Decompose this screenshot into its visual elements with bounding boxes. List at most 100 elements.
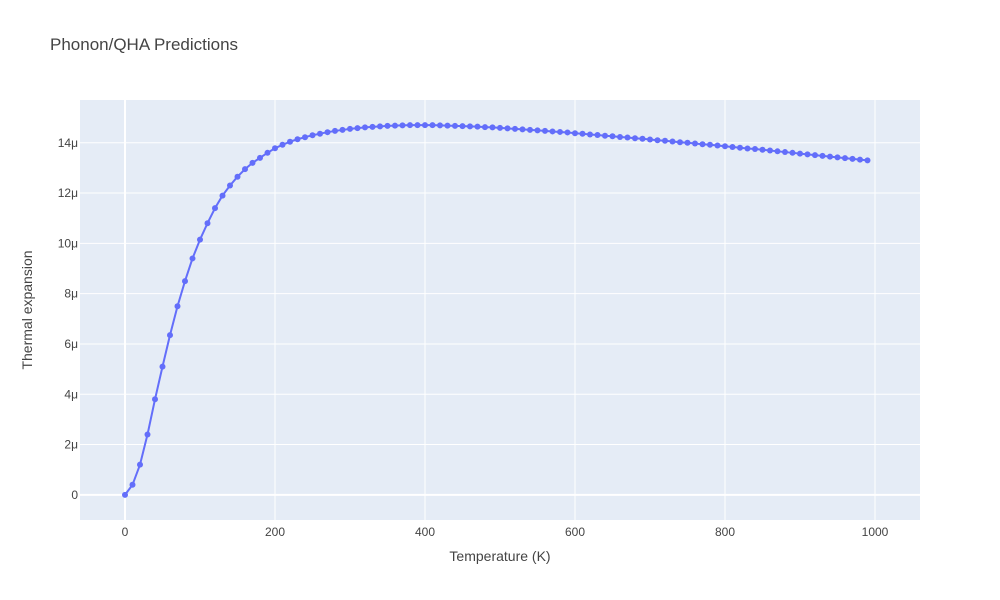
data-point[interactable] bbox=[602, 132, 608, 139]
data-point[interactable] bbox=[482, 124, 488, 131]
data-point[interactable] bbox=[639, 135, 646, 142]
data-point[interactable] bbox=[834, 154, 841, 161]
data-point[interactable] bbox=[647, 136, 653, 143]
data-point[interactable] bbox=[714, 142, 721, 149]
data-point[interactable] bbox=[797, 150, 803, 157]
data-point[interactable] bbox=[474, 123, 481, 130]
data-point[interactable] bbox=[864, 157, 871, 164]
data-point[interactable] bbox=[542, 127, 548, 134]
data-point[interactable] bbox=[534, 127, 541, 134]
data-point[interactable] bbox=[144, 431, 151, 438]
data-point[interactable] bbox=[594, 131, 601, 138]
data-point[interactable] bbox=[737, 144, 743, 151]
data-point[interactable] bbox=[189, 255, 196, 262]
data-point[interactable] bbox=[684, 139, 691, 146]
data-point[interactable] bbox=[287, 138, 293, 145]
data-point[interactable] bbox=[857, 156, 863, 163]
data-point[interactable] bbox=[662, 137, 668, 144]
data-point[interactable] bbox=[137, 461, 143, 468]
data-point[interactable] bbox=[212, 205, 218, 212]
data-point[interactable] bbox=[774, 148, 781, 155]
data-point[interactable] bbox=[519, 126, 526, 133]
data-point[interactable] bbox=[219, 192, 226, 199]
data-point[interactable] bbox=[422, 122, 428, 129]
data-point[interactable] bbox=[557, 128, 563, 135]
data-point[interactable] bbox=[362, 124, 368, 131]
data-point[interactable] bbox=[122, 491, 128, 498]
data-point[interactable] bbox=[167, 332, 173, 339]
data-point[interactable] bbox=[489, 124, 496, 131]
data-point[interactable] bbox=[437, 122, 443, 129]
data-point[interactable] bbox=[752, 146, 758, 153]
data-point[interactable] bbox=[579, 130, 586, 137]
data-point[interactable] bbox=[272, 145, 278, 152]
data-point[interactable] bbox=[677, 139, 683, 146]
data-point[interactable] bbox=[414, 122, 421, 129]
data-point[interactable] bbox=[249, 159, 256, 166]
data-point[interactable] bbox=[452, 122, 458, 129]
data-point[interactable] bbox=[429, 122, 436, 129]
data-point[interactable] bbox=[467, 123, 473, 130]
data-point[interactable] bbox=[722, 143, 728, 150]
data-point[interactable] bbox=[242, 166, 248, 173]
data-point[interactable] bbox=[129, 481, 136, 488]
data-point[interactable] bbox=[707, 141, 713, 148]
data-point[interactable] bbox=[729, 144, 736, 151]
data-point[interactable] bbox=[264, 149, 271, 156]
data-point[interactable] bbox=[842, 155, 848, 162]
data-point[interactable] bbox=[227, 182, 233, 189]
data-point[interactable] bbox=[324, 129, 331, 136]
data-point[interactable] bbox=[527, 126, 533, 133]
data-point[interactable] bbox=[497, 124, 503, 131]
data-point[interactable] bbox=[549, 128, 556, 135]
data-point[interactable] bbox=[234, 173, 241, 180]
data-point[interactable] bbox=[699, 141, 706, 148]
data-point[interactable] bbox=[782, 149, 788, 156]
data-point[interactable] bbox=[257, 154, 263, 161]
data-point[interactable] bbox=[279, 141, 286, 148]
data-point[interactable] bbox=[444, 122, 451, 129]
data-point[interactable] bbox=[182, 278, 188, 285]
data-point[interactable] bbox=[377, 123, 383, 130]
data-point[interactable] bbox=[332, 127, 338, 134]
data-point[interactable] bbox=[624, 134, 631, 141]
data-point[interactable] bbox=[572, 130, 578, 137]
data-point[interactable] bbox=[609, 133, 616, 140]
data-point[interactable] bbox=[654, 137, 661, 144]
data-point[interactable] bbox=[804, 151, 811, 158]
data-point[interactable] bbox=[309, 132, 316, 139]
data-point[interactable] bbox=[339, 126, 346, 133]
data-point[interactable] bbox=[459, 123, 466, 130]
data-point[interactable] bbox=[669, 138, 676, 145]
data-point[interactable] bbox=[767, 147, 773, 154]
data-point[interactable] bbox=[587, 131, 593, 138]
data-point[interactable] bbox=[392, 122, 398, 129]
data-point[interactable] bbox=[204, 220, 211, 227]
data-point[interactable] bbox=[512, 125, 518, 132]
data-point[interactable] bbox=[347, 125, 353, 132]
data-point[interactable] bbox=[317, 130, 323, 137]
data-point[interactable] bbox=[354, 125, 361, 132]
data-point[interactable] bbox=[744, 145, 751, 152]
data-point[interactable] bbox=[159, 363, 166, 370]
data-point[interactable] bbox=[692, 140, 698, 147]
data-point[interactable] bbox=[197, 236, 203, 243]
data-point[interactable] bbox=[812, 152, 818, 159]
data-point[interactable] bbox=[302, 134, 308, 141]
data-point[interactable] bbox=[399, 122, 406, 129]
data-point[interactable] bbox=[849, 155, 856, 162]
data-point[interactable] bbox=[789, 149, 796, 156]
data-point[interactable] bbox=[819, 152, 826, 159]
data-point[interactable] bbox=[152, 396, 158, 403]
data-point[interactable] bbox=[294, 136, 301, 143]
data-point[interactable] bbox=[504, 125, 511, 132]
data-point[interactable] bbox=[174, 303, 181, 310]
data-point[interactable] bbox=[407, 122, 413, 129]
data-point[interactable] bbox=[759, 146, 766, 153]
data-point[interactable] bbox=[617, 133, 623, 140]
data-point[interactable] bbox=[369, 123, 376, 130]
data-point[interactable] bbox=[384, 122, 391, 129]
data-point[interactable] bbox=[632, 135, 638, 142]
data-point[interactable] bbox=[564, 129, 571, 136]
data-point[interactable] bbox=[827, 153, 833, 160]
